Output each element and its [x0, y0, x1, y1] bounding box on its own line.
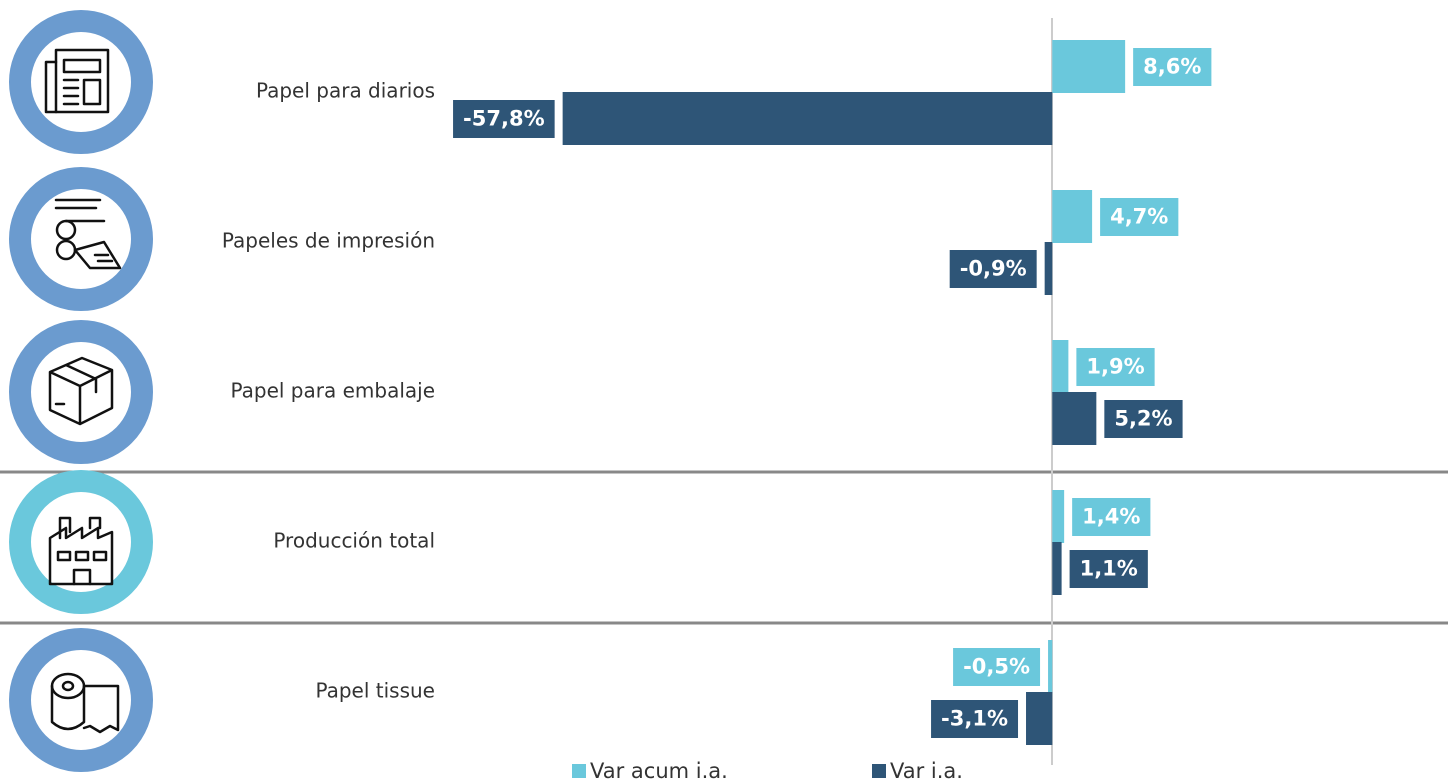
value-label: 4,7%: [1100, 198, 1179, 236]
value-label-text: -0,9%: [960, 257, 1027, 281]
category-label: Papel tissue: [315, 679, 435, 703]
value-label-text: 1,1%: [1080, 557, 1138, 581]
tissue-icon: [50, 672, 120, 734]
bar: [1052, 340, 1069, 393]
value-label-box: [1069, 550, 1148, 588]
category-label: Producción total: [273, 529, 435, 553]
value-label-text: -0,5%: [963, 655, 1030, 679]
legend-label: Var i.a.: [890, 759, 963, 782]
value-label-text: 8,6%: [1143, 55, 1201, 79]
bar: [1052, 490, 1065, 543]
value-label: -57,8%: [453, 100, 555, 138]
value-label-text: 5,2%: [1114, 407, 1172, 431]
value-label: 1,4%: [1072, 498, 1151, 536]
box-icon: [48, 356, 114, 426]
value-label: 5,2%: [1104, 400, 1183, 438]
category-label: Papeles de impresión: [222, 229, 435, 253]
icon-ring: [9, 10, 153, 154]
bar: [1044, 242, 1053, 295]
bar: [1052, 542, 1062, 595]
value-label: -3,1%: [931, 700, 1019, 738]
bar: [1052, 40, 1126, 93]
bar: [562, 92, 1053, 145]
value-label-box: [453, 100, 555, 138]
legend-label: Var acum i.a.: [590, 759, 728, 782]
value-label: -0,5%: [953, 648, 1041, 686]
bar: [1052, 392, 1097, 445]
value-label-box: [931, 700, 1019, 738]
bar: [1026, 692, 1053, 745]
newspaper-icon: [44, 48, 110, 114]
value-label-text: -3,1%: [941, 707, 1008, 731]
bar: [1052, 190, 1093, 243]
value-label-text: -57,8%: [463, 107, 545, 131]
value-label-box: [1072, 498, 1151, 536]
value-label-box: [1133, 48, 1212, 86]
value-label: 1,1%: [1069, 550, 1148, 588]
value-label-box: [949, 250, 1037, 288]
value-label-box: [953, 648, 1041, 686]
factory-icon: [48, 516, 114, 586]
legend-swatch: [872, 764, 886, 778]
value-label: 8,6%: [1133, 48, 1212, 86]
icon-ring: [9, 167, 153, 311]
category-label: Papel para embalaje: [230, 379, 435, 403]
value-label: -0,9%: [949, 250, 1037, 288]
printer-icon: [54, 198, 122, 270]
value-label-text: 1,4%: [1082, 505, 1140, 529]
value-label-text: 1,9%: [1086, 355, 1144, 379]
value-label-box: [1100, 198, 1179, 236]
bar: [1048, 640, 1053, 693]
value-label-box: [1076, 348, 1155, 386]
value-label: 1,9%: [1076, 348, 1155, 386]
value-label-box: [1104, 400, 1183, 438]
icon-ring: [9, 628, 153, 772]
legend-swatch: [572, 764, 586, 778]
value-label-text: 4,7%: [1110, 205, 1168, 229]
category-label: Papel para diarios: [256, 79, 435, 103]
icons: [9, 10, 153, 772]
